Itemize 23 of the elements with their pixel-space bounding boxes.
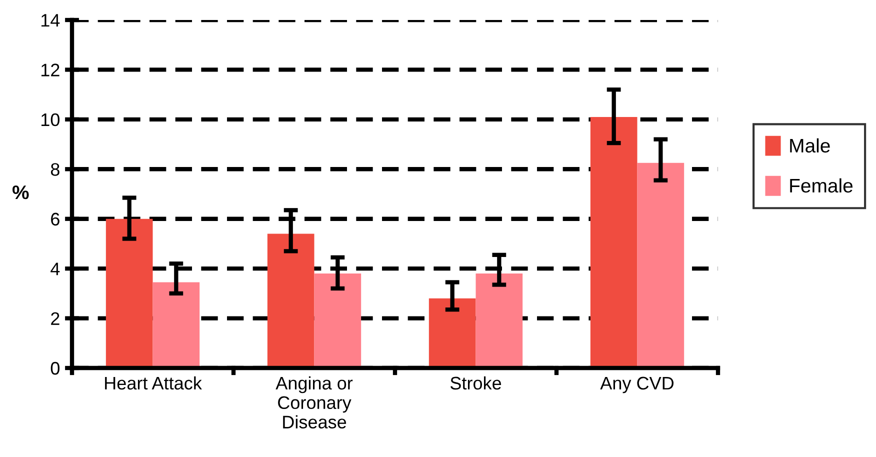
x-tick-label: Stroke: [450, 376, 502, 390]
y-tick-label: 10: [41, 113, 60, 126]
y-tick-label: 14: [41, 14, 60, 27]
y-tick-label: 0: [50, 362, 60, 375]
bar: [590, 116, 638, 368]
bar: [637, 162, 684, 368]
x-tick-label: Any CVD: [600, 376, 674, 394]
y-tick-label: 6: [51, 212, 60, 226]
bar: [106, 218, 153, 368]
bar: [428, 298, 476, 368]
y-tick-label: 4: [50, 262, 60, 276]
bar: [314, 274, 362, 368]
legend-label: Female: [790, 178, 853, 193]
y-axis-title: %: [12, 186, 29, 200]
x-tick-label: Angina or Coronary Disease: [276, 376, 353, 428]
y-tick-label: 8: [50, 163, 60, 176]
bar: [267, 234, 314, 368]
x-tick-label: Heart Attack: [105, 376, 202, 390]
y-tick-label: 12: [41, 64, 60, 76]
bar: [476, 274, 523, 368]
y-tick-label: 2: [51, 312, 60, 325]
legend-label: Male: [790, 138, 830, 153]
bar: [152, 282, 200, 368]
